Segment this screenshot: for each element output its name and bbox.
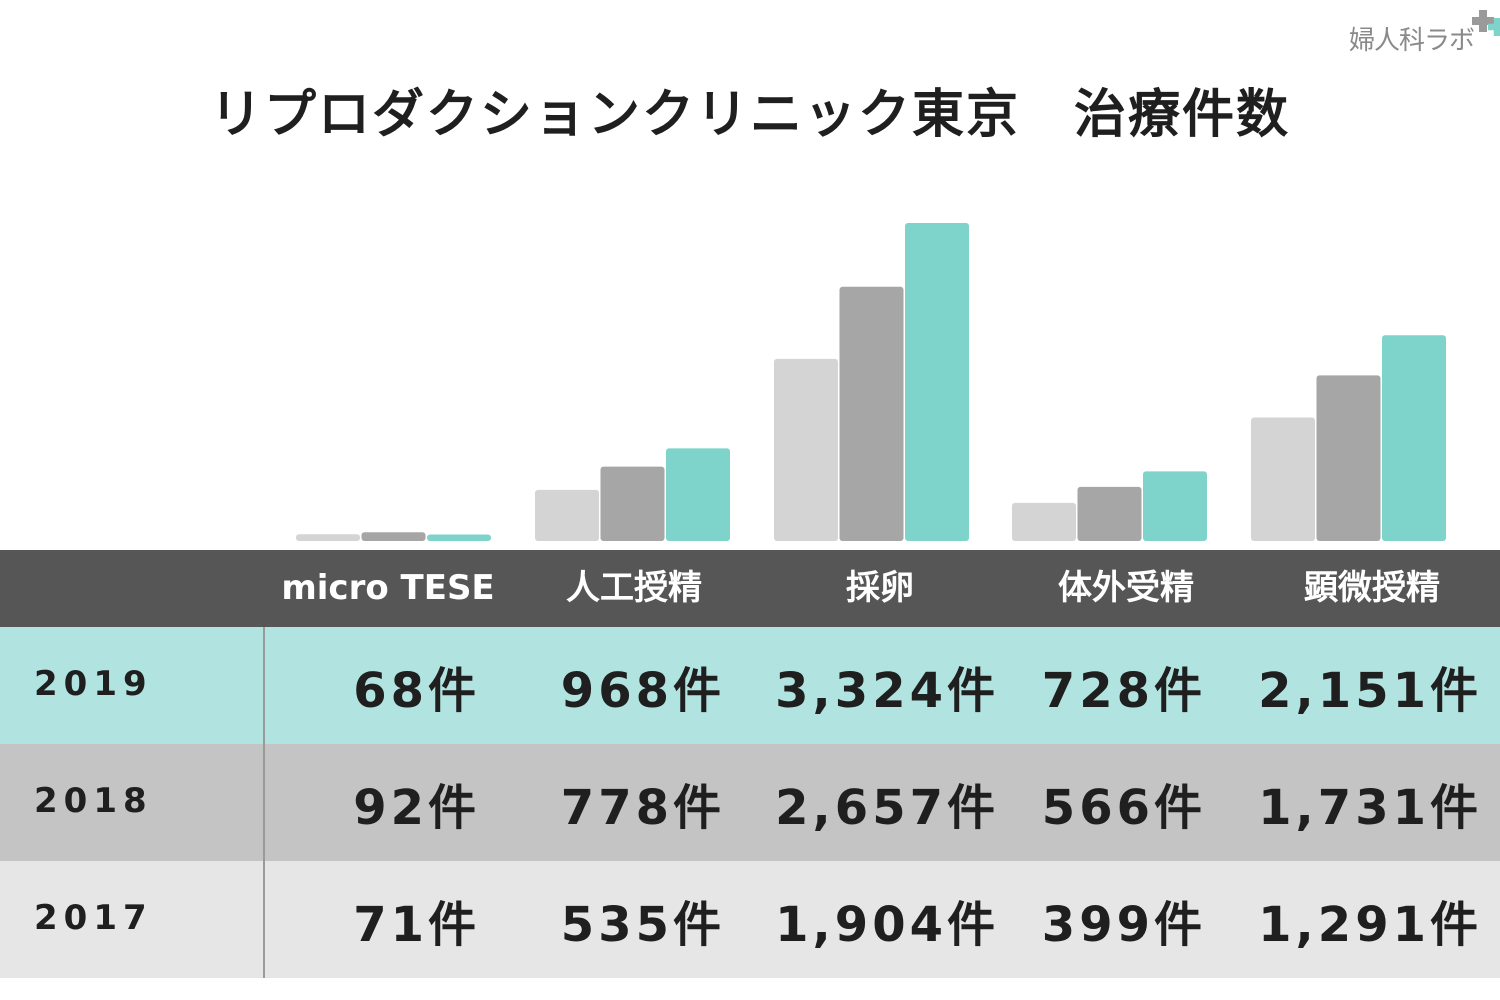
- table-cell: 1,291件: [1258, 896, 1482, 953]
- table-cell: 92件: [353, 779, 480, 836]
- column-header: 人工授精: [566, 568, 702, 608]
- column-header: 採卵: [846, 568, 914, 608]
- brand-logo: 婦人科ラボ: [1348, 10, 1500, 60]
- table-cell: 399件: [1041, 896, 1206, 953]
- year-label: 2018: [34, 780, 153, 821]
- bar-2018-2: [839, 286, 904, 541]
- bar-2017-1: [535, 489, 599, 541]
- table-header-row: micro TESE 人工授精 採卵 体外受精 顕微授精: [0, 550, 1500, 627]
- column-header: 顕微授精: [1304, 568, 1440, 608]
- table-cell: 968件: [560, 662, 725, 719]
- data-table: micro TESE 人工授精 採卵 体外受精 顕微授精 2019 68件 96…: [0, 550, 1500, 978]
- column-header: micro TESE: [281, 568, 495, 608]
- bar-2017-3: [1012, 502, 1076, 541]
- table-cell: 728件: [1041, 662, 1206, 719]
- column-header: 体外受精: [1058, 568, 1194, 608]
- bar-2019-0: [427, 534, 491, 541]
- bar-2017-4: [1251, 417, 1315, 541]
- bar-2017-0: [296, 534, 360, 541]
- year-cell: 2019: [0, 627, 265, 744]
- bar-2019-2: [905, 223, 969, 541]
- table-cell: 68件: [353, 662, 480, 719]
- year-cell: 2018: [0, 744, 265, 861]
- bar-chart: [296, 223, 1446, 541]
- table-cell: 3,324件: [775, 662, 999, 719]
- bar-2018-0: [361, 532, 426, 541]
- bar-2018-4: [1316, 375, 1381, 541]
- plus-icon: [1472, 10, 1494, 32]
- table-cell: 2,657件: [775, 779, 999, 836]
- bar-2018-3: [1077, 486, 1142, 541]
- bar-2018-1: [600, 466, 665, 541]
- chart-title: リプロダクションクリニック東京 治療件数: [209, 85, 1290, 145]
- year-label: 2019: [34, 663, 153, 704]
- bar-2019-4: [1382, 335, 1446, 541]
- bar-2017-2: [774, 358, 838, 541]
- table-cell: 1,731件: [1258, 779, 1482, 836]
- year-cell: 2017: [0, 861, 265, 978]
- table-cell: 71件: [353, 896, 480, 953]
- table-cell: 1,904件: [775, 896, 999, 953]
- plus-icon: [1488, 18, 1500, 36]
- table-cell: 2,151件: [1258, 662, 1482, 719]
- table-row: 2019 68件 968件 3,324件 728件 2,151件: [0, 627, 1500, 744]
- brand-logo-text: 婦人科ラボ: [1348, 26, 1475, 56]
- table-cell: 566件: [1041, 779, 1206, 836]
- table-row: 2018 92件 778件 2,657件 566件 1,731件: [0, 744, 1500, 861]
- bar-2019-3: [1143, 471, 1207, 541]
- year-label: 2017: [34, 897, 153, 938]
- table-cell: 778件: [560, 779, 725, 836]
- bar-2019-1: [666, 448, 730, 541]
- table-cell: 535件: [560, 896, 725, 953]
- table-row: 2017 71件 535件 1,904件 399件 1,291件: [0, 861, 1500, 978]
